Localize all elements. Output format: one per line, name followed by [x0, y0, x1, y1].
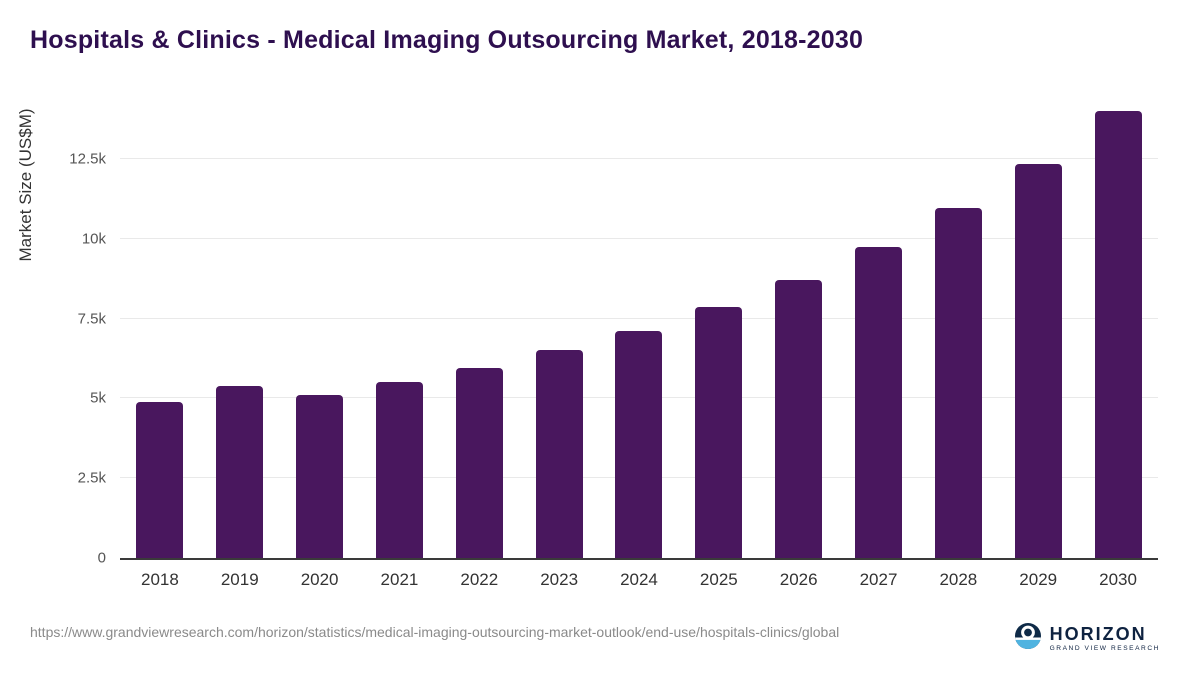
- x-tick-label-2030: 2030: [1099, 570, 1137, 589]
- gridline-12.5k: [120, 157, 1158, 159]
- x-tick-label-2026: 2026: [779, 570, 818, 589]
- bar-slot-2022: 2022: [439, 95, 519, 589]
- bar-chart-plot-area: 0 2.5k 5k 7.5k 10k 12.5k 2018 2019 2020 2021 2022…: [69, 95, 1158, 589]
- x-tick-label-2023: 2023: [540, 570, 579, 589]
- x-tick-label-2021: 2021: [380, 570, 419, 589]
- x-tick-label-2029: 2029: [1019, 570, 1058, 589]
- bar-slot-2027: 2027: [839, 95, 919, 589]
- x-tick-label-2020: 2020: [300, 570, 339, 589]
- bar-2021: [375, 382, 423, 558]
- y-tick-label-0: 0: [97, 549, 106, 567]
- bar-slot-2021: 2021: [360, 95, 440, 589]
- bar-2022: [455, 368, 503, 558]
- bar-slot-2020: 2020: [280, 95, 360, 589]
- bar-slot-2023: 2023: [519, 95, 599, 589]
- y-tick-label-2.5k: 2.5k: [77, 469, 106, 487]
- y-tick-label-7.5k: 7.5k: [77, 310, 106, 328]
- x-tick-label-2028: 2028: [939, 570, 978, 589]
- x-tick-label-2019: 2019: [220, 570, 259, 589]
- x-tick-label-2025: 2025: [699, 570, 738, 589]
- bar-2020: [296, 395, 344, 558]
- bar-2030: [1094, 110, 1142, 558]
- bar-slot-2019: 2019: [200, 95, 280, 589]
- bar-series: 2018 2019 2020 2021 2022 2023 2024 2025 2026 2027…: [120, 95, 1158, 589]
- bar-slot-2026: 2026: [759, 95, 839, 589]
- bar-slot-2024: 2024: [599, 95, 679, 589]
- y-tick-label-5k: 5k: [90, 389, 106, 407]
- page-title: Hospitals & Clinics - Medical Imaging Ou…: [30, 26, 864, 54]
- horizon-logo: HORIZON GRAND VIEW RESEARCH: [1014, 622, 1160, 655]
- bar-slot-2025: 2025: [679, 95, 759, 589]
- bar-slot-2030: 2030: [1078, 95, 1158, 589]
- horizon-logo-text: HORIZON GRAND VIEW RESEARCH: [1050, 625, 1160, 653]
- bar-slot-2028: 2028: [918, 95, 998, 589]
- bar-2024: [615, 331, 663, 558]
- x-tick-label-2027: 2027: [859, 570, 898, 589]
- bar-2027: [855, 246, 903, 558]
- gridline-7.5k: [120, 317, 1158, 319]
- x-tick-label-2022: 2022: [460, 570, 499, 589]
- gridline-10k: [120, 237, 1158, 239]
- y-axis-label: Market Size (US$M): [16, 108, 35, 262]
- horizon-logo-subtitle: GRAND VIEW RESEARCH: [1049, 644, 1160, 652]
- bar-2019: [216, 385, 264, 558]
- bar-2029: [1014, 163, 1062, 558]
- x-tick-label-2018: 2018: [141, 570, 179, 589]
- x-tick-label-2024: 2024: [620, 570, 658, 589]
- bar-2023: [535, 350, 583, 558]
- bar-2028: [934, 208, 982, 558]
- bar-2026: [775, 280, 823, 558]
- bar-slot-2029: 2029: [998, 95, 1078, 589]
- y-tick-label-12.5k: 12.5k: [69, 150, 106, 168]
- horizon-logo-title: HORIZON: [1049, 623, 1147, 644]
- source-url: https://www.grandviewresearch.com/horizo…: [30, 624, 840, 640]
- y-tick-label-10k: 10k: [81, 230, 106, 248]
- bar-2025: [695, 307, 743, 558]
- horizon-logo-icon: [1014, 622, 1042, 655]
- bar-slot-2018: 2018: [120, 95, 200, 589]
- bar-2018: [136, 401, 184, 558]
